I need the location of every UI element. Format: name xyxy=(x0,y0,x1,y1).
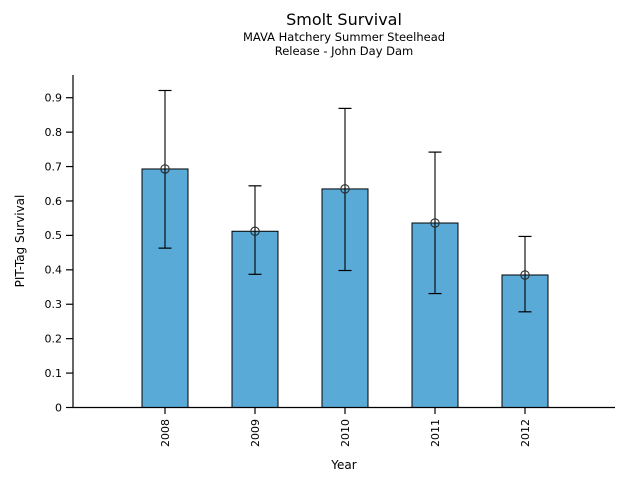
marker-2008 xyxy=(160,164,170,174)
y-tick-label-0.1: 0.1 xyxy=(45,367,63,380)
y-tick-label-0.3: 0.3 xyxy=(45,298,63,311)
x-tick-label-2009: 2009 xyxy=(249,419,262,447)
y-tick-label-0.9: 0.9 xyxy=(45,92,63,105)
marker-2009 xyxy=(250,226,260,237)
chart-subtitle-line1: MAVA Hatchery Summer Steelhead xyxy=(242,30,446,44)
y-tick-label-0.5: 0.5 xyxy=(45,229,63,242)
x-tick-label-2010: 2010 xyxy=(339,419,352,447)
y-tick-label-0.8: 0.8 xyxy=(45,126,63,139)
y-tick-label-0.4: 0.4 xyxy=(45,264,63,277)
chart-title: Smolt Survival xyxy=(286,10,402,29)
x-axis-title: Year xyxy=(331,458,357,472)
y-tick-label-0.2: 0.2 xyxy=(45,332,63,345)
x-tick-label-2012: 2012 xyxy=(519,419,532,447)
marker-2012 xyxy=(520,270,530,280)
x-tick-label-2011: 2011 xyxy=(429,419,442,447)
y-axis-title: PIT-Tag Survival xyxy=(13,194,27,288)
y-tick-label-0: 0 xyxy=(55,401,62,414)
chart-subtitle-line2: Release - John Day Dam xyxy=(274,44,414,58)
y-tick-label-0.6: 0.6 xyxy=(45,195,63,208)
x-tick-label-2008: 2008 xyxy=(159,419,172,447)
y-tick-label-0.7: 0.7 xyxy=(45,160,63,173)
marker-2010 xyxy=(340,184,350,194)
marker-2011 xyxy=(430,218,440,228)
